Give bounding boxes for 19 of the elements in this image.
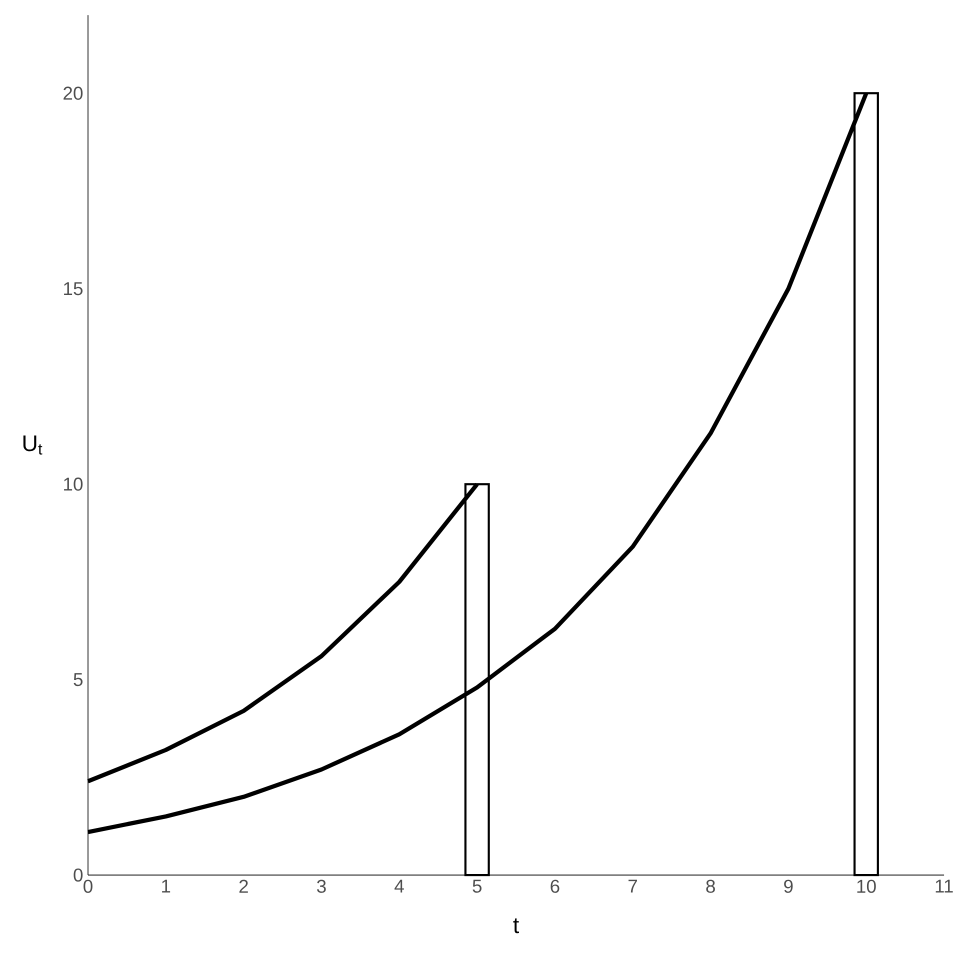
x-tick-label: 4 [394, 880, 404, 893]
x-tick-label: 1 [162, 880, 170, 893]
y-tick-label: 10 [64, 478, 83, 491]
x-tick-label: 0 [84, 880, 92, 893]
x-tick-label: 2 [239, 880, 248, 893]
x-tick-label: 7 [628, 880, 638, 893]
y-tick-label: 0 [74, 868, 83, 882]
x-tick-label: 11 [936, 880, 953, 893]
x-tick-label: 9 [784, 880, 793, 893]
y-tick-label: 20 [64, 86, 83, 100]
x-tick-label: 8 [706, 880, 715, 893]
y-axis-title: U$_{t}$ [23, 435, 42, 455]
x-tick-label: 5 [472, 880, 482, 893]
x-tick-label: 3 [317, 880, 326, 893]
x-tick-label: 6 [550, 880, 560, 893]
x-axis-title: t [513, 918, 519, 934]
y-tick-label: 15 [64, 282, 83, 296]
x-tick-label: 10 [857, 880, 876, 893]
y-tick-label: 5 [74, 673, 83, 686]
